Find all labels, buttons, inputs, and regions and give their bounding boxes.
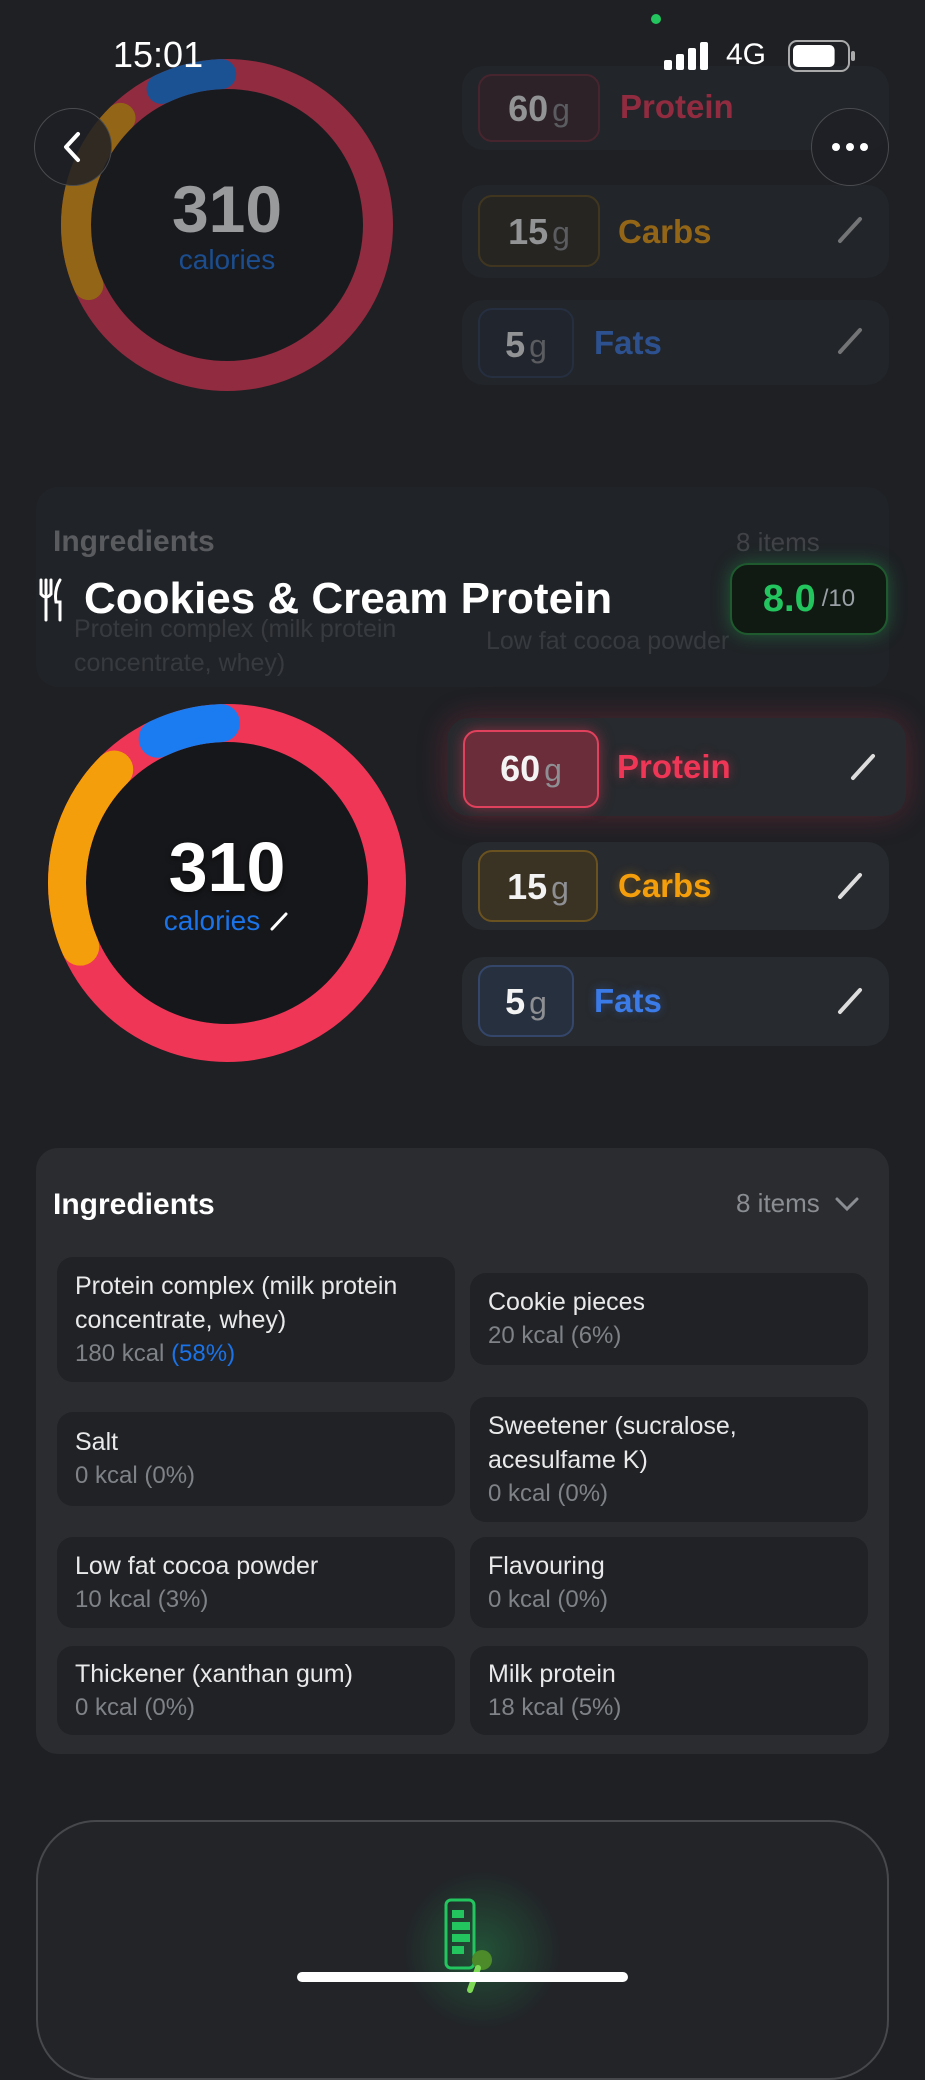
- fats-label: Fats: [594, 982, 662, 1019]
- ghost-calorie-ring: [61, 59, 393, 391]
- macro-card-protein[interactable]: 60 g Protein: [447, 718, 906, 816]
- protein-unit: g: [544, 752, 562, 788]
- chevron-left-icon: [64, 132, 80, 162]
- ingredient-kcal: 0 kcal: [488, 1585, 551, 1613]
- ingredient-item: Sweetener (sucralose, acesulfame K) 0 kca…: [470, 1397, 868, 1522]
- calories-value: 310: [168, 828, 286, 906]
- carbs-unit: g: [551, 870, 569, 906]
- calorie-ring: [48, 704, 406, 1062]
- ring-segment-carbs: [48, 704, 406, 1062]
- ghost-fats-label: Fats: [594, 324, 662, 361]
- ingredient-name: Low fat cocoa powder: [75, 1551, 319, 1580]
- edit-protein-pencil-icon[interactable]: [847, 750, 881, 784]
- nutrition-label-icon: [444, 1898, 492, 1993]
- score-value: 8.0: [762, 577, 816, 620]
- ghost-pencil-icon: [838, 217, 862, 243]
- ingredient-name: Milk protein: [488, 1659, 616, 1688]
- edit-fats-pencil-icon[interactable]: [834, 984, 868, 1018]
- ingredient-pct: (0%): [557, 1479, 609, 1507]
- status-time: 15:01: [113, 34, 204, 75]
- ghost-ingredients-count: 8 items: [736, 527, 820, 557]
- fork-knife-icon: [39, 578, 62, 622]
- camera-indicator-dot: [651, 14, 661, 24]
- ghost-calories-value: 310: [171, 172, 283, 246]
- ingredients-toggle[interactable]: 8 items: [736, 1188, 860, 1219]
- carbs-label: Carbs: [618, 867, 712, 904]
- ghost-macro-carbs: 15 g Carbs: [462, 185, 889, 278]
- ingredients-title: Ingredients: [53, 1188, 215, 1221]
- ring-center-disc: [86, 742, 368, 1024]
- ring-center-disc: [91, 89, 363, 361]
- meal-title: Cookies & Cream Protein: [84, 574, 613, 623]
- ingredients-card: Ingredients 8 items Protein complex (mil…: [36, 1148, 889, 1754]
- battery-icon: [788, 40, 855, 72]
- ghost-ingredients-title: Ingredients: [53, 525, 215, 558]
- ingredient-kcal: 10 kcal: [75, 1585, 152, 1613]
- ingredient-kcal: 18 kcal: [488, 1693, 565, 1721]
- network-type: 4G: [726, 38, 767, 71]
- ring-segment-carbs: [61, 59, 393, 391]
- ingredients-count: 8 items: [736, 1188, 820, 1218]
- carbs-value: 15: [507, 866, 548, 907]
- ingredient-pct: (0%): [144, 1693, 196, 1721]
- ring-segment-fats: [48, 704, 406, 1062]
- ingredient-item: Protein complex (milk protein concentrat…: [57, 1257, 455, 1382]
- ingredient-name: Sweetener (sucralose, acesulfame K): [488, 1411, 737, 1474]
- more-options-button[interactable]: [811, 108, 889, 186]
- home-indicator[interactable]: [297, 1972, 628, 1982]
- calories-label: calories: [163, 905, 261, 936]
- ingredient-kcal: 0 kcal: [75, 1693, 138, 1721]
- ingredient-item: Milk protein 18 kcal (5%): [470, 1646, 868, 1735]
- ring-segment-fats: [61, 59, 393, 391]
- more-dots-icon: [832, 143, 868, 151]
- ingredient-item: Flavouring 0 kcal (0%): [470, 1537, 868, 1628]
- ingredient-pct: (6%): [570, 1322, 622, 1349]
- ingredient-name: Flavouring: [488, 1551, 605, 1580]
- ghost-ingredient-name: Protein complex (milk protein concentrat…: [74, 615, 397, 677]
- ingredient-pct: (0%): [144, 1462, 196, 1489]
- ingredient-item: Low fat cocoa powder 10 kcal (3%): [57, 1537, 455, 1628]
- ingredient-item: Salt 0 kcal (0%): [57, 1412, 455, 1506]
- ingredient-pct: (5%): [570, 1693, 622, 1721]
- ghost-protein-unit: g: [552, 92, 570, 128]
- chevron-down-icon: [835, 1197, 859, 1211]
- ghost-fats-unit: g: [529, 328, 547, 364]
- ghost-pencil-icon: [838, 328, 862, 354]
- ghost-protein-value: 60: [508, 88, 549, 129]
- ingredient-pct: (0%): [557, 1585, 609, 1613]
- ghost-carbs-label: Carbs: [618, 213, 712, 250]
- ingredient-kcal: 20 kcal: [488, 1322, 565, 1349]
- fats-value: 5: [505, 981, 526, 1022]
- ghost-fats-value: 5: [505, 324, 526, 365]
- ingredient-name: Thickener (xanthan gum): [75, 1659, 353, 1688]
- ghost-ingredient-name: Low fat cocoa powder: [486, 627, 730, 655]
- score-max: /10: [821, 585, 856, 612]
- ingredient-item: Cookie pieces 20 kcal (6%): [470, 1273, 868, 1365]
- signal-icon: [664, 42, 708, 70]
- pencil-icon: [270, 912, 288, 931]
- ghost-carbs-value: 15: [508, 211, 549, 252]
- edit-carbs-pencil-icon[interactable]: [834, 869, 868, 903]
- ingredient-pct: (3%): [157, 1585, 209, 1613]
- ingredient-name: Salt: [75, 1428, 119, 1456]
- back-button[interactable]: [34, 108, 112, 186]
- ingredient-name: Cookie pieces: [488, 1288, 646, 1316]
- ghost-protein-label: Protein: [620, 88, 734, 125]
- ingredient-item: Thickener (xanthan gum) 0 kcal (0%): [57, 1646, 455, 1735]
- ingredient-name: Protein complex (milk protein concentrat…: [75, 1271, 398, 1334]
- macro-card-carbs[interactable]: 15 g Carbs: [462, 842, 889, 930]
- ingredient-kcal: 0 kcal: [75, 1462, 138, 1489]
- ingredient-pct: (58%): [171, 1339, 236, 1367]
- ghost-calories-label: calories: [178, 244, 276, 275]
- ingredient-kcal: 0 kcal: [488, 1479, 551, 1507]
- protein-label: Protein: [617, 748, 731, 785]
- protein-value: 60: [500, 748, 541, 789]
- ingredient-kcal: 180 kcal: [75, 1339, 165, 1367]
- ghost-carbs-unit: g: [552, 215, 570, 251]
- edit-calories-button[interactable]: calories: [164, 905, 290, 937]
- score-badge[interactable]: 8.0 /10: [730, 563, 888, 635]
- fats-unit: g: [529, 985, 547, 1021]
